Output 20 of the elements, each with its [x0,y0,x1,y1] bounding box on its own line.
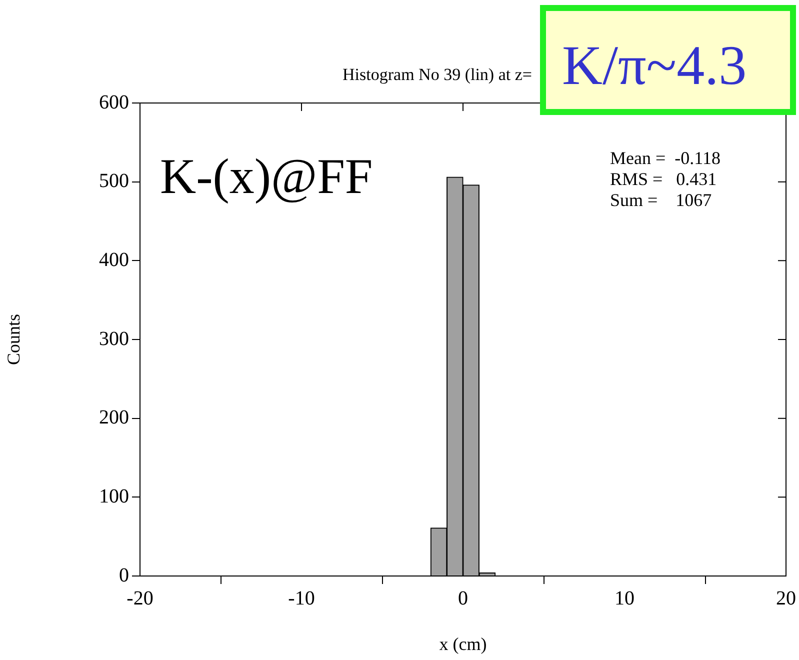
y-tick-label: 100 [99,485,129,508]
y-tick-label: 0 [119,564,129,586]
y-tick-label: 300 [99,328,129,350]
x-tick-label: -20 [126,587,154,610]
chart-title: Histogram No 39 (lin) at z= [342,65,532,84]
annotation: RMS = 0.431 [610,169,717,189]
y-tick-label: 500 [99,170,129,192]
x-tick-label: 20 [776,587,796,610]
y-tick-label: 400 [99,248,129,271]
x-tick-label: 0 [458,587,468,610]
x-tick-label: -10 [288,587,315,610]
x-tick-label: 10 [614,587,634,610]
y-tick-label: 600 [99,91,129,114]
annotation: Mean = -0.118 [610,148,720,168]
x-axis-title: x (cm) [439,634,487,654]
text: K/π~4.3 [562,35,747,97]
y-tick-label: 200 [99,406,129,429]
y-axis-title: Counts [4,314,24,366]
annotation: Sum = 1067 [610,190,712,210]
annotation: K-(x)@FF [160,148,373,204]
